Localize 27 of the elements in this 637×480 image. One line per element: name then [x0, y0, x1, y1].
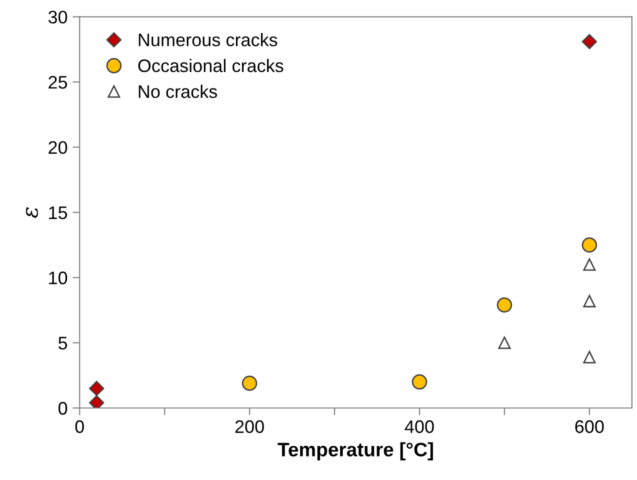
point [582, 237, 598, 253]
x-tick-label: 0 [75, 420, 84, 434]
point [583, 294, 596, 308]
y-tick-label: 20 [48, 141, 68, 154]
y-tick-label: 5 [58, 336, 68, 350]
y-tick-label: 15 [49, 206, 68, 220]
y-axis-title: ε [26, 207, 38, 218]
y-tick-label: 0 [58, 402, 68, 415]
point [242, 376, 258, 391]
point [498, 336, 511, 350]
legend-label: No cracks [138, 84, 218, 98]
y-tick-label: 10 [49, 272, 68, 284]
point [412, 374, 428, 390]
x-tick-label: 400 [404, 420, 434, 434]
point [582, 34, 597, 50]
x-axis-title: Temperature [°C] [278, 442, 433, 460]
point [583, 350, 596, 364]
point [89, 395, 104, 408]
y-tick-label: 30 [48, 10, 68, 24]
y-tick-label: 25 [48, 76, 68, 89]
x-tick-label: 600 [575, 420, 604, 434]
point [583, 258, 596, 271]
point [496, 297, 512, 313]
x-tick-label: 200 [235, 420, 264, 434]
legend-label: Numerous cracks [138, 33, 278, 46]
point [89, 380, 104, 396]
legend-label: Occasional cracks [138, 58, 284, 72]
